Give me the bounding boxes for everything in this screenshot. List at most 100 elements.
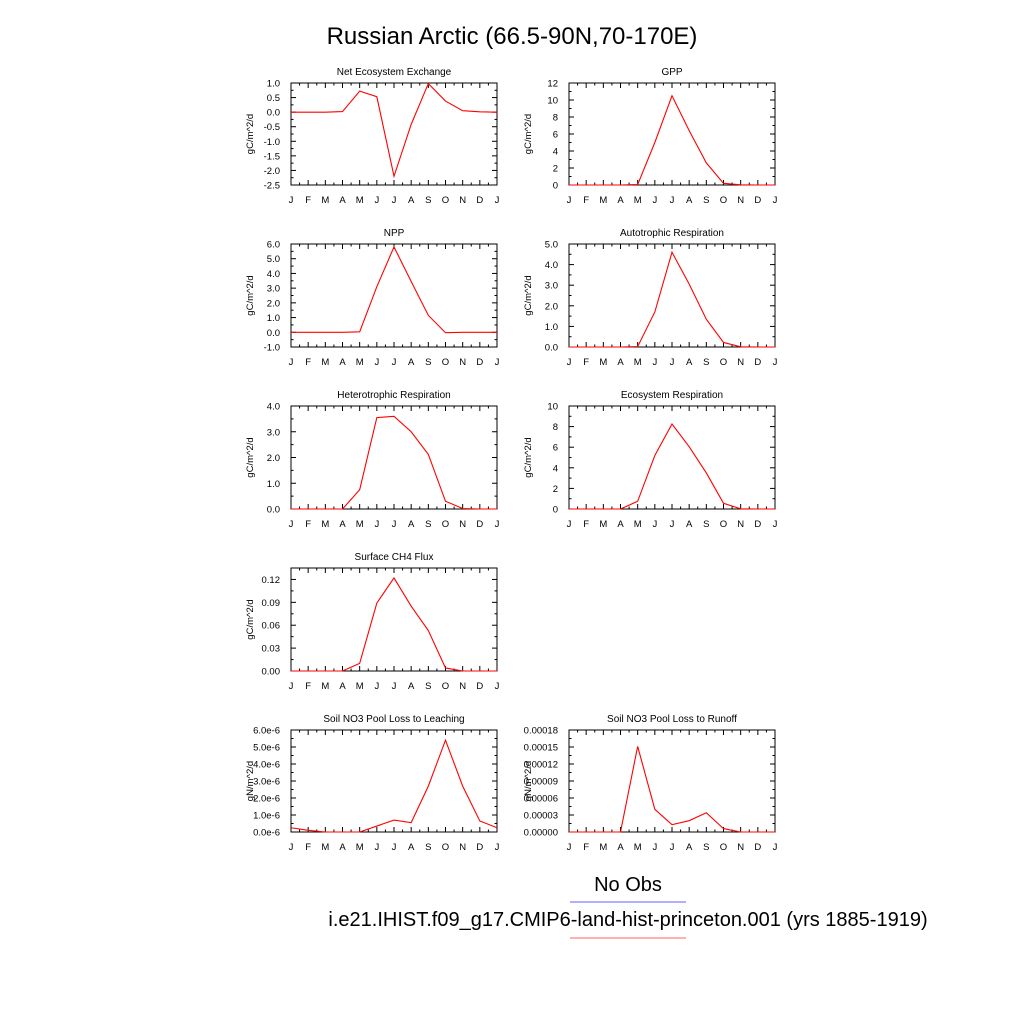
panel-title: NPP [384, 228, 405, 239]
x-tick-label: F [583, 519, 589, 530]
x-tick-label: F [583, 195, 589, 206]
x-tick-label: F [583, 842, 589, 853]
figure-title: Russian Arctic (66.5-90N,70-170E) [327, 23, 698, 50]
panel-title: Ecosystem Respiration [621, 390, 723, 401]
x-tick-label: J [652, 357, 657, 368]
y-tick-label: 5.0e-6 [253, 743, 280, 754]
y-tick-label: 2.0 [267, 298, 280, 309]
y-axis-label: gC/m^2/d [245, 275, 256, 315]
x-tick-label: F [583, 357, 589, 368]
legend-label-model-run: i.e21.IHIST.f09_g17.CMIP6-land-hist-prin… [328, 909, 927, 931]
plot-frame [290, 405, 498, 510]
x-tick-label: D [754, 357, 761, 368]
x-tick-label: N [737, 357, 744, 368]
x-tick-label: D [476, 681, 483, 692]
y-axis-label: gC/m^2/d [245, 599, 256, 639]
y-tick-label: 0.00 [262, 667, 281, 678]
x-tick-label: S [703, 357, 709, 368]
y-tick-label: 0.06 [262, 621, 281, 632]
series-line [291, 415, 497, 510]
plot-frame [568, 405, 776, 510]
panel-title: Surface CH4 Flux [355, 552, 434, 563]
x-tick-label: J [773, 842, 778, 853]
y-tick-label: 0.5 [267, 93, 280, 104]
x-tick-label: M [599, 842, 607, 853]
x-tick-label: A [686, 357, 693, 368]
x-tick-label: F [305, 195, 311, 206]
x-tick-label: S [425, 195, 431, 206]
x-tick-label: D [476, 842, 483, 853]
y-tick-label: 0 [553, 505, 558, 516]
x-tick-label: N [459, 842, 466, 853]
panel-title: Soil NO3 Pool Loss to Leaching [323, 714, 464, 725]
x-tick-label: J [289, 681, 294, 692]
x-tick-label: J [289, 195, 294, 206]
x-tick-label: D [476, 357, 483, 368]
x-tick-label: J [289, 357, 294, 368]
y-tick-label: 6.0 [267, 240, 280, 251]
y-tick-label: -1.0 [264, 137, 280, 148]
y-axis-label: gC/m^2/d [523, 275, 534, 315]
y-tick-label: 5.0 [267, 254, 280, 265]
x-tick-label: M [599, 357, 607, 368]
x-tick-label: S [425, 519, 431, 530]
x-tick-label: F [305, 681, 311, 692]
legend-label-no-obs: No Obs [594, 874, 662, 896]
x-tick-label: M [321, 195, 329, 206]
x-tick-label: N [737, 519, 744, 530]
y-tick-label: 3.0e-6 [253, 777, 280, 788]
y-tick-label: 2 [553, 484, 558, 495]
x-tick-label: A [339, 357, 346, 368]
x-tick-label: A [617, 195, 624, 206]
x-tick-label: J [652, 195, 657, 206]
plot-frame [568, 729, 776, 833]
x-tick-label: J [374, 357, 379, 368]
y-tick-label: 3.0 [267, 284, 280, 295]
x-tick-label: J [289, 519, 294, 530]
y-tick-label: 3.0 [545, 281, 558, 292]
y-tick-label: 12 [547, 79, 558, 90]
x-tick-label: J [392, 519, 397, 530]
x-tick-label: S [425, 357, 431, 368]
x-tick-label: M [321, 842, 329, 853]
series-line [569, 250, 775, 348]
x-tick-label: M [634, 357, 642, 368]
x-tick-label: S [425, 842, 431, 853]
y-tick-label: 0.00012 [524, 760, 558, 771]
x-tick-label: J [670, 842, 675, 853]
series-line [291, 576, 497, 672]
x-tick-label: A [408, 357, 415, 368]
y-tick-label: 4.0 [267, 402, 280, 413]
y-axis-label: gN/m^2/d [245, 761, 256, 801]
legend: No Obs i.e21.IHIST.f09_g17.CMIP6-land-hi… [328, 874, 928, 939]
y-tick-label: 3.0 [267, 427, 280, 438]
plot-frame [290, 729, 498, 833]
plot-frame [290, 243, 498, 348]
x-tick-label: J [670, 195, 675, 206]
x-tick-label: D [754, 842, 761, 853]
x-tick-label: M [599, 519, 607, 530]
y-axis-label: gC/m^2/d [523, 437, 534, 477]
x-tick-label: M [356, 842, 364, 853]
x-tick-label: J [374, 842, 379, 853]
x-tick-label: S [703, 195, 709, 206]
x-tick-label: J [374, 681, 379, 692]
x-tick-label: O [442, 195, 449, 206]
y-tick-label: 0 [553, 181, 558, 192]
y-tick-label: 1.0 [267, 79, 280, 90]
x-tick-label: N [459, 357, 466, 368]
x-tick-label: O [720, 519, 727, 530]
y-tick-label: 10 [547, 402, 558, 413]
y-tick-label: 1.0 [545, 322, 558, 333]
x-tick-label: M [356, 357, 364, 368]
x-tick-label: A [408, 195, 415, 206]
plot-frame [290, 567, 498, 672]
y-tick-label: 6 [553, 130, 558, 141]
x-tick-label: J [392, 681, 397, 692]
x-tick-label: J [374, 519, 379, 530]
y-tick-label: 8 [553, 422, 558, 433]
series-line [291, 245, 497, 334]
x-tick-label: M [321, 519, 329, 530]
